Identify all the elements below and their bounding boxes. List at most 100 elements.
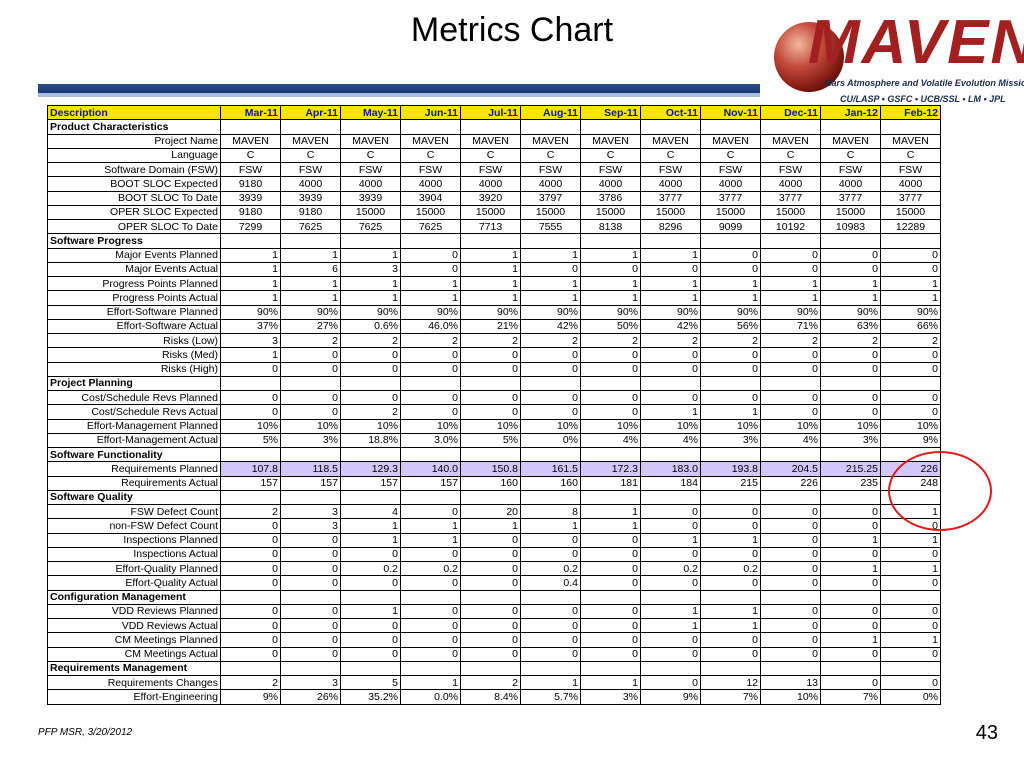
empty-cell [640,375,701,392]
table-cell: 8138 [580,218,641,235]
table-cell: 0 [280,532,341,548]
empty-cell [700,375,761,392]
metrics-table: Description Mar-11 Apr-11 May-11 Jun-11 Jul-… [47,104,941,705]
table-cell: 0 [220,518,281,534]
table-cell: 157 [400,475,461,491]
table-cell: 0% [520,432,581,449]
table-cell: 0 [520,404,581,420]
empty-cell [700,233,761,249]
row-label: Cost/Schedule Revs Planned [47,389,221,406]
table-cell: 90% [400,304,461,320]
table-cell: C [460,147,521,164]
month-header: Aug-11 [520,104,581,121]
empty-cell [700,589,761,605]
table-cell: 0 [760,632,821,648]
table-cell: 1 [700,603,761,620]
table-cell: 9180 [220,204,281,221]
table-cell: 4000 [700,176,761,192]
table-row: Risks (Med) 1 0 0 0 0 0 0 0 0 0 0 0 [47,347,941,363]
empty-cell [220,489,281,506]
table-cell: 0 [880,546,941,563]
empty-cell [400,233,461,249]
table-cell: 0 [640,261,701,278]
table-cell: 9099 [700,218,761,235]
empty-cell [340,446,401,463]
table-cell: 1 [520,275,581,292]
table-row: Effort-Software Actual 37% 27% 0.6% 46.0% 21%… [47,318,941,335]
table-cell: 90% [520,304,581,320]
table-cell: 5% [220,432,281,449]
table-cell: 0 [760,646,821,662]
table-row: Progress Points Planned 1 1 1 1 1 1 1 1 1 1 1 1 [47,275,941,292]
table-cell: 0 [700,389,761,406]
table-cell: 0 [700,503,761,520]
table-cell: 0 [220,603,281,620]
table-cell: 0 [760,389,821,406]
table-cell: 0 [580,632,641,648]
table-cell: 0 [640,503,701,520]
table-cell: 0 [220,546,281,563]
month-header: Oct-11 [640,104,701,121]
empty-cell [580,375,641,392]
empty-cell [820,589,881,605]
table-cell: 1 [220,261,281,278]
empty-cell [220,119,281,135]
empty-cell [400,375,461,392]
table-header-row: Description Mar-11 Apr-11 May-11 Jun-11 Jul-… [47,104,941,121]
month-header: Sep-11 [580,104,641,121]
table-cell: 90% [700,304,761,320]
table-cell: 0 [340,361,401,377]
table-cell: FSW [520,161,581,178]
table-cell: 1 [340,603,401,620]
empty-cell [280,589,341,605]
table-cell: 0 [820,261,881,278]
table-cell: 0 [760,617,821,634]
empty-cell [400,446,461,463]
table-cell: 50% [580,318,641,335]
table-cell: 2 [400,332,461,349]
table-cell: 0 [760,518,821,534]
table-cell: 10% [220,418,281,434]
row-label: Risks (Low) [47,332,221,349]
table-cell: 1 [580,503,641,520]
row-label: Software Domain (FSW) [47,161,221,178]
table-cell: 0 [640,546,701,563]
table-cell: 0 [880,389,941,406]
table-cell: 0 [820,518,881,534]
empty-cell [460,589,521,605]
table-cell: 4000 [460,176,521,192]
table-cell: 0 [640,347,701,363]
table-cell: 1 [340,290,401,306]
empty-cell [700,660,761,677]
table-cell: 42% [640,318,701,335]
table-cell: 0 [460,361,521,377]
table-cell: 3% [280,432,341,449]
table-cell: 129.3 [340,461,401,477]
table-cell: 3 [280,674,341,691]
table-cell: 7625 [280,218,341,235]
empty-cell [880,375,941,392]
table-row: Effort-Quality Planned 0 0 0.2 0.2 0 0.2 0 0.2 0.… [47,560,941,577]
table-row: Language C C C C C C C C C C C C [47,147,941,164]
table-cell: 1 [340,275,401,292]
table-cell: C [820,147,881,164]
table-cell: 3% [700,432,761,449]
table-cell: 0 [760,261,821,278]
table-cell: 3777 [760,190,821,206]
table-row: OPER SLOC To Date 7299 7625 7625 7625 7713 755… [47,218,941,235]
empty-cell [640,489,701,506]
table-cell: 0 [880,646,941,662]
empty-cell [580,589,641,605]
row-label: OPER SLOC To Date [47,218,221,235]
table-row: Project Name MAVEN MAVEN MAVEN MAVEN MAVEN MAV… [47,133,941,149]
table-cell: 0 [280,560,341,577]
table-cell: 161.5 [520,461,581,477]
section-row: Product Characteristics [47,119,941,135]
table-cell: 10% [280,418,341,434]
table-cell: 56% [700,318,761,335]
empty-cell [280,660,341,677]
table-cell: 0 [580,389,641,406]
empty-cell [880,119,941,135]
table-cell: 15000 [580,204,641,221]
table-row: non-FSW Defect Count 0 3 1 1 1 1 1 0 0 0 0 0 [47,518,941,534]
